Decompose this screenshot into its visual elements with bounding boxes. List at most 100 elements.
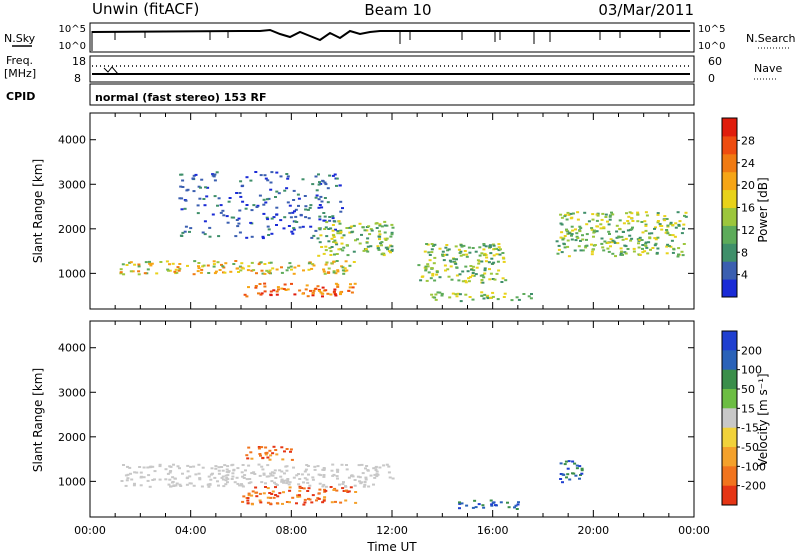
echo-cell bbox=[484, 260, 488, 263]
echo-cell bbox=[608, 218, 612, 221]
echo-cell bbox=[358, 480, 362, 483]
echo-cell bbox=[174, 268, 178, 271]
echo-cell bbox=[362, 249, 366, 252]
echo-cell bbox=[270, 171, 274, 174]
echo-cell bbox=[561, 238, 565, 241]
echo-cell bbox=[263, 285, 267, 288]
echo-cell bbox=[137, 273, 141, 276]
echo-cell bbox=[424, 265, 428, 268]
echo-cell bbox=[345, 468, 349, 471]
echo-cell bbox=[603, 240, 607, 243]
echo-cell bbox=[344, 485, 348, 488]
colorbar-tick-label: -200 bbox=[741, 480, 766, 493]
echo-cell bbox=[120, 480, 124, 482]
echo-cell bbox=[491, 501, 495, 504]
echo-cell bbox=[617, 236, 621, 239]
echo-cell bbox=[570, 234, 573, 237]
colorbar-segment bbox=[722, 447, 737, 467]
echo-cell bbox=[489, 272, 493, 275]
echo-cell bbox=[279, 475, 283, 478]
echo-cell bbox=[387, 250, 391, 253]
echo-cell bbox=[334, 241, 338, 244]
colorbar-tick-label: 200 bbox=[741, 344, 762, 357]
echo-cell bbox=[447, 275, 451, 278]
echo-cell bbox=[624, 252, 628, 255]
echo-cell bbox=[248, 478, 252, 480]
echo-cell bbox=[222, 485, 226, 488]
echo-cell bbox=[298, 478, 302, 480]
echo-cell bbox=[235, 267, 239, 270]
echo-cell bbox=[485, 296, 489, 298]
echo-cell bbox=[229, 270, 233, 273]
echo-cell bbox=[369, 228, 373, 231]
echo-cell bbox=[575, 232, 579, 235]
echo-cell bbox=[263, 263, 267, 265]
echo-cell bbox=[467, 277, 471, 280]
echo-cell bbox=[297, 264, 301, 267]
colorbar-segment bbox=[722, 207, 737, 226]
power-xticks bbox=[89, 113, 695, 309]
echo-cell bbox=[180, 197, 184, 200]
echo-cell bbox=[274, 477, 278, 479]
echo-cell bbox=[364, 249, 368, 252]
echo-cell bbox=[571, 460, 575, 463]
echo-cell bbox=[257, 292, 260, 295]
echo-cell bbox=[274, 494, 278, 496]
echo-cell bbox=[137, 265, 141, 268]
echo-cell bbox=[169, 485, 173, 488]
echo-cell bbox=[682, 223, 686, 226]
echo-cell bbox=[153, 478, 156, 481]
echo-cell bbox=[502, 296, 506, 298]
echo-cell bbox=[197, 262, 201, 264]
echo-cell bbox=[318, 218, 322, 221]
echo-cell bbox=[449, 265, 453, 268]
echo-cell bbox=[339, 229, 343, 232]
echo-cell bbox=[459, 250, 463, 253]
echo-cell bbox=[226, 471, 230, 474]
echo-cell bbox=[331, 224, 335, 226]
echo-cell bbox=[317, 183, 321, 186]
echo-cell bbox=[630, 212, 634, 215]
echo-cell bbox=[587, 220, 591, 223]
echo-cell bbox=[307, 473, 310, 476]
echo-cell bbox=[196, 270, 200, 273]
echo-cell bbox=[293, 293, 297, 296]
echo-cell bbox=[620, 235, 624, 238]
echo-cell bbox=[219, 204, 223, 207]
echo-cell bbox=[383, 237, 387, 240]
echo-cell bbox=[291, 232, 295, 235]
echo-cell bbox=[676, 255, 680, 258]
echo-cell bbox=[471, 265, 475, 268]
echo-cell bbox=[288, 501, 291, 504]
echo-cell bbox=[590, 228, 594, 231]
echo-cell bbox=[201, 466, 205, 469]
echo-cell bbox=[220, 476, 224, 479]
echo-cell bbox=[271, 267, 275, 270]
echo-cell bbox=[319, 291, 323, 294]
echo-cell bbox=[274, 196, 277, 198]
echo-cell bbox=[258, 194, 262, 197]
echo-cell bbox=[347, 476, 351, 479]
echo-cell bbox=[297, 473, 300, 475]
echo-cell bbox=[181, 472, 184, 475]
echo-cell bbox=[483, 293, 487, 296]
echo-cell bbox=[214, 465, 218, 468]
echo-cell bbox=[311, 183, 315, 186]
echo-cell bbox=[636, 211, 640, 214]
echo-cell bbox=[258, 453, 262, 455]
echo-cell bbox=[298, 486, 302, 489]
echo-cell bbox=[217, 472, 221, 475]
echo-cell bbox=[610, 241, 614, 244]
echo-cell bbox=[671, 224, 675, 226]
echo-cell bbox=[321, 468, 325, 471]
echo-cell bbox=[208, 226, 212, 229]
echo-cell bbox=[470, 268, 473, 271]
echo-cell bbox=[569, 212, 573, 215]
echo-cell bbox=[323, 215, 327, 218]
echo-cell bbox=[298, 226, 302, 229]
colorbar-tick-label: 16 bbox=[741, 202, 755, 215]
echo-cell bbox=[611, 252, 615, 255]
echo-cell bbox=[286, 478, 290, 480]
echo-cell bbox=[644, 245, 648, 247]
echo-cell bbox=[223, 464, 227, 467]
